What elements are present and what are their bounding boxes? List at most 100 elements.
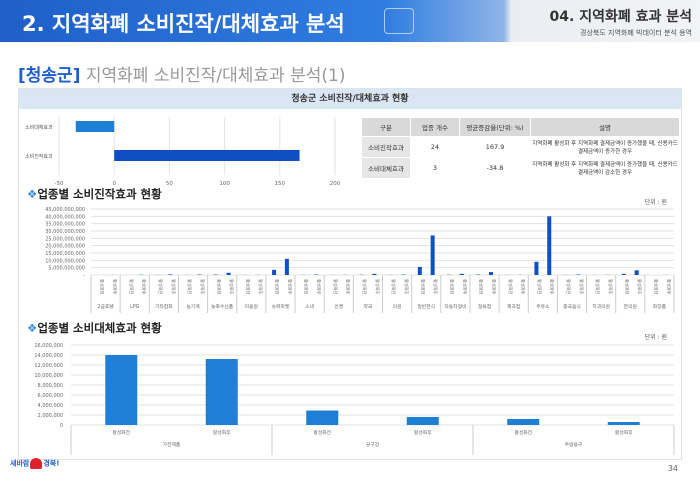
section-heading-promotion: ❖업종별 소비진작효과 현황 (27, 187, 162, 201)
category-label: 소비대체효과 (25, 124, 53, 131)
cell: 소비진작효과 (362, 137, 410, 157)
bar (634, 270, 639, 275)
page-title: [청송군] 지역화폐 소비진작/대체효과 분석(1) (18, 61, 345, 86)
bar (417, 266, 422, 275)
series-label: 활성화전 (157, 279, 164, 295)
page-number: 34 (667, 464, 678, 473)
category-label: 미용원 (245, 303, 258, 310)
page-title-text: 지역화폐 소비진작/대체효과 분석(1) (80, 66, 346, 86)
series-label: 활성화후 (490, 279, 497, 295)
category-label: 약국 (364, 303, 373, 310)
tick-label: 50 (166, 181, 173, 187)
summary-table: 구분 업종 개수 평균증감율(단위: %) 설명 소비진작효과 24 167.9… (361, 117, 680, 179)
series-label: 활성화전 (361, 279, 368, 295)
tick-label: 25,000,000,000 (45, 236, 85, 242)
category-label: 안경 (334, 303, 343, 310)
series-label: 활성화전 (448, 279, 455, 295)
unit-label: 단위 : 원 (644, 334, 667, 341)
bar (459, 273, 464, 275)
section-heading-text: 업종별 소비대체효과 현황 (37, 321, 162, 335)
category-label: 일반한식 (417, 303, 435, 310)
series-label: 활성화후 (141, 279, 148, 295)
category-label: 제과점 (507, 303, 520, 310)
series-label: 활성화전 (514, 429, 532, 436)
tick-label: 8,000,000 (38, 383, 63, 389)
category-label: 치과의원 (592, 303, 610, 310)
series-label: 활성화전 (112, 429, 130, 436)
bar (621, 273, 626, 275)
series-label: 활성화후 (374, 279, 381, 295)
bar (306, 410, 339, 425)
series-label: 활성화후 (228, 279, 235, 295)
header-subtitle: 경상북도 지역화폐 빅데이터 분석 용역 (580, 29, 692, 37)
tick-label: 45,000,000,000 (45, 207, 85, 213)
tick-label: 150 (275, 181, 286, 187)
series-label: 활성화전 (507, 279, 514, 295)
bar (488, 272, 493, 275)
series-label: 활성화후 (111, 279, 118, 295)
bar (284, 258, 289, 275)
table-header: 설명 (531, 118, 679, 136)
series-label: 활성화후 (578, 279, 585, 295)
category-label: 슈퍼마켓 (272, 303, 290, 310)
series-label: 활성화후 (520, 279, 527, 295)
category-label: 중국음식 (563, 303, 581, 310)
bar (168, 274, 173, 275)
series-label: 활성화후 (615, 429, 633, 436)
series-label: 활성화후 (199, 279, 206, 295)
category-label: 주유소 (536, 304, 550, 310)
category-label: 정육점 (478, 303, 491, 310)
cell: 3 (411, 158, 459, 178)
tick-label: 12,000,000 (34, 363, 63, 369)
series-label: 활성화후 (316, 279, 323, 295)
tick-label: 100 (219, 181, 230, 187)
series-label: 활성화전 (623, 279, 630, 295)
series-label: 활성화전 (419, 279, 426, 295)
footer-logo: 새바람 경북! (10, 458, 60, 469)
substitution-bar-chart: 0 2,000,000 4,000,000 6,000,000 8,000,000 10,… (34, 343, 675, 455)
series-label: 활성화후 (636, 279, 643, 295)
category-label: 주방용구 (565, 441, 583, 448)
cell: 지역화폐 활성화 후 지역화폐 결제금액이 증가했을 때, 신용카드 결제금액이… (531, 137, 679, 157)
tick-label: 200 (330, 181, 341, 187)
series-label: 활성화전 (653, 279, 660, 295)
bar (114, 150, 300, 161)
series-label: 활성화전 (565, 279, 572, 295)
tick-label: 20,000,000,000 (45, 244, 85, 250)
tick-label: 2,000,000 (38, 413, 63, 419)
series-label: 활성화전 (99, 279, 106, 295)
bar (75, 121, 115, 132)
table-row: 소비진작효과 24 167.9 지역화폐 활성화 후 지역화폐 결제금액이 증가… (362, 137, 679, 157)
series-label: 활성화후 (665, 279, 672, 295)
tick-label: 0 (60, 423, 63, 429)
tick-label: 4,000,000 (38, 403, 63, 409)
table-header: 업종 개수 (411, 118, 459, 136)
series-label: 활성화후 (257, 279, 264, 295)
promotion-bar-chart: -5,000,000,000 10,000,000,00015,000,000,0… (45, 207, 675, 313)
bar (507, 419, 540, 425)
cell: 소비대체효과 (362, 158, 410, 178)
section-label: 04. 지역화폐 효과 분석 (549, 9, 692, 25)
bar (607, 422, 640, 425)
unit-label: 단위 : 원 (644, 199, 667, 206)
cell: 24 (411, 137, 459, 157)
series-label: 활성화전 (186, 279, 193, 295)
bar (272, 269, 277, 275)
category-label: 소비진작효과 (25, 153, 53, 160)
category-label: 의원 (393, 303, 402, 310)
cell: 167.9 (460, 137, 530, 157)
series-label: 활성화후 (345, 279, 352, 295)
table-header-row: 구분 업종 개수 평균증감율(단위: %) 설명 (362, 118, 679, 136)
series-label: 활성화전 (244, 279, 251, 295)
series-label: 활성화후 (432, 279, 439, 295)
bar (534, 261, 539, 275)
tick-label: 16,000,000 (34, 343, 63, 349)
table-header: 구분 (362, 118, 410, 136)
tick-label: -50 (55, 181, 64, 187)
cell: -34.8 (460, 158, 530, 178)
bar (105, 355, 138, 425)
header-title: 2. 지역화폐 소비진작/대체효과 분석 (22, 12, 345, 36)
bar (547, 216, 552, 275)
tick-label: 40,000,000,000 (45, 214, 85, 220)
